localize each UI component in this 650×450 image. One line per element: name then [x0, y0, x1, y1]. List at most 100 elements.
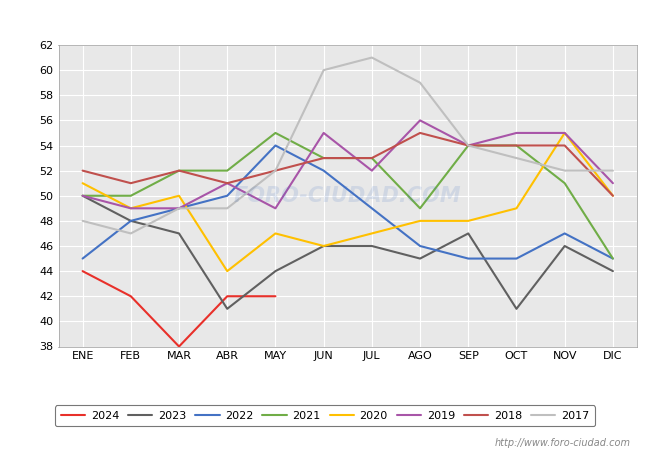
2020	[464, 218, 472, 224]
2017	[127, 231, 135, 236]
2021	[464, 143, 472, 148]
2022	[561, 231, 569, 236]
2017	[79, 218, 86, 224]
2017	[368, 55, 376, 60]
2021	[320, 155, 328, 161]
2018	[609, 193, 617, 198]
2019	[272, 206, 280, 211]
2023	[224, 306, 231, 311]
2019	[175, 206, 183, 211]
2024	[272, 293, 280, 299]
Line: 2023: 2023	[83, 196, 613, 309]
2024	[175, 344, 183, 349]
2018	[79, 168, 86, 173]
2021	[368, 155, 376, 161]
2017	[272, 168, 280, 173]
2020	[79, 180, 86, 186]
2021	[79, 193, 86, 198]
Text: FORO-CIUDAD.COM: FORO-CIUDAD.COM	[234, 186, 462, 206]
2018	[464, 143, 472, 148]
2022	[320, 168, 328, 173]
2023	[127, 218, 135, 224]
2020	[272, 231, 280, 236]
2023	[320, 243, 328, 249]
2021	[561, 180, 569, 186]
2019	[513, 130, 521, 135]
2017	[513, 155, 521, 161]
Line: 2022: 2022	[83, 145, 613, 259]
2021	[609, 256, 617, 261]
2020	[368, 231, 376, 236]
2017	[175, 206, 183, 211]
2021	[513, 143, 521, 148]
2020	[320, 243, 328, 249]
2023	[416, 256, 424, 261]
2023	[368, 243, 376, 249]
2019	[609, 180, 617, 186]
2021	[272, 130, 280, 135]
2022	[79, 256, 86, 261]
2022	[224, 193, 231, 198]
2022	[609, 256, 617, 261]
2020	[224, 268, 231, 274]
2024	[127, 293, 135, 299]
Line: 2020: 2020	[83, 133, 613, 271]
2024	[224, 293, 231, 299]
2020	[609, 193, 617, 198]
2018	[127, 180, 135, 186]
2017	[609, 168, 617, 173]
Line: 2017: 2017	[83, 58, 613, 234]
2023	[464, 231, 472, 236]
2021	[224, 168, 231, 173]
2022	[368, 206, 376, 211]
2018	[224, 180, 231, 186]
2021	[127, 193, 135, 198]
2021	[416, 206, 424, 211]
2019	[464, 143, 472, 148]
Line: 2024: 2024	[83, 271, 276, 346]
2017	[320, 68, 328, 73]
Legend: 2024, 2023, 2022, 2021, 2020, 2019, 2018, 2017: 2024, 2023, 2022, 2021, 2020, 2019, 2018…	[55, 405, 595, 427]
2018	[320, 155, 328, 161]
2023	[513, 306, 521, 311]
2020	[127, 206, 135, 211]
2018	[513, 143, 521, 148]
2023	[79, 193, 86, 198]
2018	[272, 168, 280, 173]
2023	[561, 243, 569, 249]
2019	[224, 180, 231, 186]
Line: 2021: 2021	[83, 133, 613, 259]
2022	[272, 143, 280, 148]
2017	[464, 143, 472, 148]
2021	[175, 168, 183, 173]
2019	[561, 130, 569, 135]
2019	[127, 206, 135, 211]
2018	[368, 155, 376, 161]
2020	[513, 206, 521, 211]
2024	[79, 268, 86, 274]
2020	[175, 193, 183, 198]
2017	[416, 80, 424, 86]
Line: 2018: 2018	[83, 133, 613, 196]
2019	[79, 193, 86, 198]
2022	[175, 206, 183, 211]
2020	[416, 218, 424, 224]
2019	[368, 168, 376, 173]
Text: Afiliados en Juviles a 31/5/2024: Afiliados en Juviles a 31/5/2024	[172, 11, 478, 30]
2022	[127, 218, 135, 224]
2022	[513, 256, 521, 261]
2019	[416, 117, 424, 123]
2022	[464, 256, 472, 261]
2017	[561, 168, 569, 173]
2023	[609, 268, 617, 274]
2019	[320, 130, 328, 135]
2020	[561, 130, 569, 135]
2018	[175, 168, 183, 173]
2018	[416, 130, 424, 135]
2023	[272, 268, 280, 274]
2018	[561, 143, 569, 148]
Text: http://www.foro-ciudad.com: http://www.foro-ciudad.com	[495, 438, 630, 448]
2023	[175, 231, 183, 236]
2017	[224, 206, 231, 211]
Line: 2019: 2019	[83, 120, 613, 208]
